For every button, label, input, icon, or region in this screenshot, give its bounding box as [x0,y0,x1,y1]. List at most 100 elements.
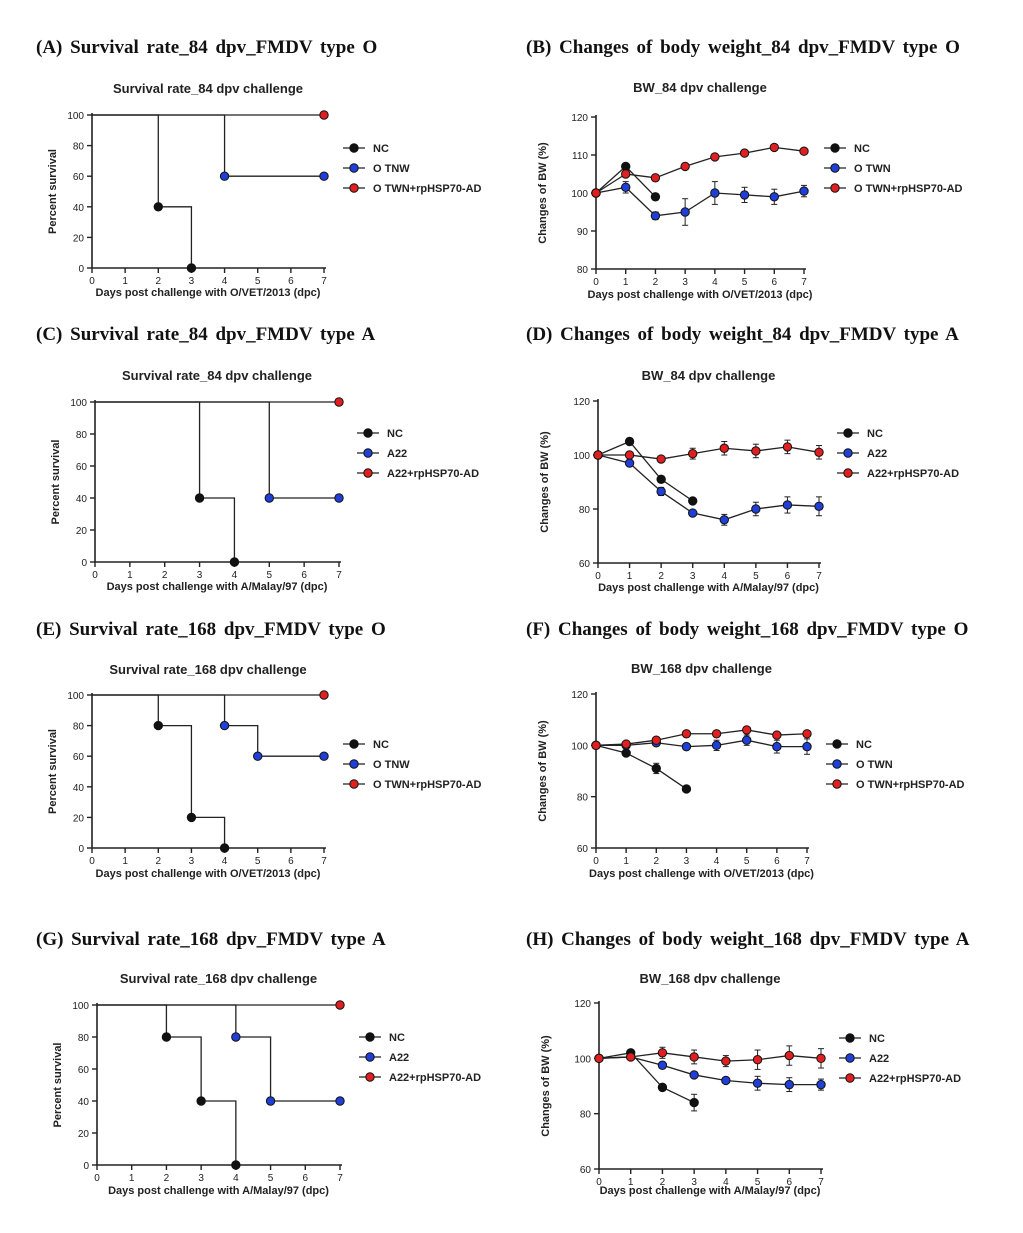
x-tick-label: 7 [321,856,327,867]
data-point-vaccine-hsp [711,729,722,739]
x-tick-label: 0 [593,277,599,288]
x-tick-label: 5 [744,856,750,867]
data-point-nc [688,496,698,506]
x-tick-label: 2 [162,570,168,581]
data-point-vaccine [231,1032,241,1042]
y-tick-label: 100 [574,1054,591,1065]
data-point-vaccine [621,182,631,193]
data-point-nc [153,720,163,731]
x-tick-label: 6 [288,856,294,867]
series-line-vaccine [597,454,820,521]
data-point-vaccine [681,741,692,752]
legend-marker-nc [832,739,842,749]
data-point-vaccine [657,1060,668,1070]
data-point-vaccine [784,1079,794,1090]
data-point-vaccine [219,171,230,181]
y-tick-label: 60 [76,462,88,473]
y-tick-label: 0 [78,264,84,275]
data-point-nc [186,812,197,823]
x-tick-label: 2 [156,856,162,867]
x-tick-label: 7 [336,570,342,581]
y-tick-label: 20 [73,233,85,244]
y-tick-label: 100 [573,451,590,462]
x-tick-label: 6 [303,1173,309,1184]
x-tick-label: 1 [122,276,128,287]
legend-marker-nc [363,428,373,438]
y-tick-label: 80 [577,265,589,276]
data-point-vaccine [752,1078,763,1088]
panel-heading-c: (C) Survival rate_84 dpv_FMDV type A [36,324,376,345]
y-axis-label: Changes of BW (%) [537,720,549,822]
x-tick-label: 6 [787,1177,793,1188]
y-tick-label: 80 [580,1110,592,1121]
data-point-vaccine-hsp [650,173,661,183]
x-tick-label: 3 [684,856,690,867]
legend-label-vaccine: A22 [867,448,887,460]
legend-marker-vaccine-hsp [363,468,373,478]
y-tick-label: 80 [577,793,589,804]
x-tick-label: 1 [628,1177,634,1188]
x-tick-label: 0 [94,1173,100,1184]
data-point-vaccine [721,1075,731,1086]
data-point-vaccine-hsp [591,188,601,198]
x-tick-label: 7 [818,1177,824,1188]
x-tick-label: 7 [801,277,807,288]
x-tick-label: 5 [742,277,748,288]
legend-label-nc: NC [387,428,403,440]
y-axis-label: Percent survival [52,1043,64,1128]
data-point-vaccine-hsp [784,1050,794,1061]
data-point-nc [624,436,635,447]
y-axis-label: Percent survival [50,440,62,525]
x-tick-label: 2 [164,1173,170,1184]
legend-label-vaccine-hsp: A22+rpHSP70-AD [867,468,959,480]
chart-title: BW_168 dpv challenge [631,661,772,676]
y-tick-label: 100 [67,691,84,702]
data-point-vaccine-hsp [769,142,779,153]
x-tick-label: 2 [658,571,664,582]
data-point-vaccine [319,171,329,181]
x-tick-label: 4 [723,1177,729,1188]
series-line-vaccine-hsp [595,146,805,194]
data-point-nc [231,1160,241,1170]
chart-title: BW_84 dpv challenge [633,80,767,95]
x-tick-label: 5 [255,276,261,287]
y-tick-label: 20 [76,526,88,537]
data-point-nc [689,1097,699,1108]
data-point-vaccine-hsp [319,690,329,700]
legend-label-nc: NC [389,1032,405,1044]
data-point-vaccine-hsp [689,1052,699,1062]
legend-marker-vaccine-hsp [365,1072,375,1082]
legend-label-vaccine: O TNW [373,163,410,175]
data-point-vaccine-hsp [621,169,631,179]
data-point-vaccine [799,186,809,196]
y-tick-label: 20 [78,1129,90,1140]
y-tick-label: 100 [72,1001,89,1012]
x-tick-label: 3 [691,1177,697,1188]
x-tick-label: 4 [712,277,718,288]
data-point-vaccine-hsp [782,442,793,452]
data-point-nc [657,1082,668,1093]
y-tick-label: 100 [70,398,87,409]
x-tick-label: 5 [755,1177,761,1188]
x-tick-label: 6 [772,277,778,288]
data-point-vaccine [335,1096,345,1106]
data-point-vaccine-hsp [319,110,329,120]
y-tick-label: 120 [574,999,591,1010]
data-point-nc [651,763,661,774]
legend-marker-vaccine-hsp [830,183,840,193]
data-point-vaccine [816,1079,826,1090]
y-axis-label: Changes of BW (%) [540,1035,552,1137]
x-tick-label: 4 [222,276,228,287]
data-point-vaccine-hsp [772,730,782,740]
data-point-vaccine-hsp [680,161,690,172]
legend-label-nc: NC [869,1033,885,1045]
panel-heading-h: (H) Changes of body weight_168 dpv_FMDV … [526,929,970,950]
data-point-vaccine [742,735,752,745]
y-tick-label: 80 [73,722,85,733]
data-point-nc [681,784,692,794]
data-point-nc [229,557,240,567]
